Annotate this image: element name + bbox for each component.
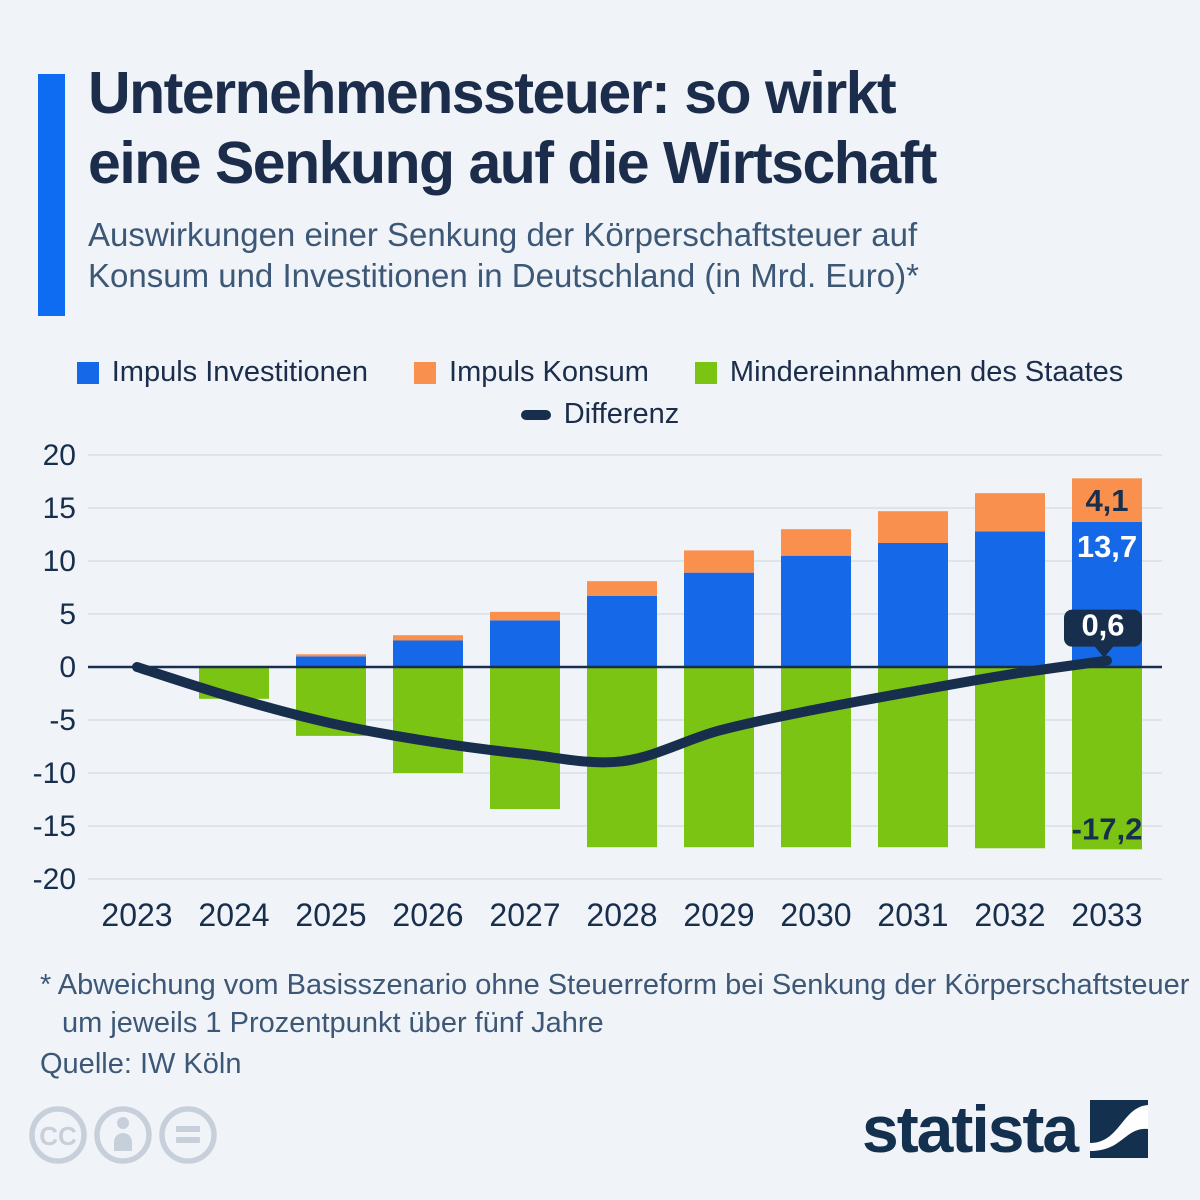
x-axis-label: 2033	[1071, 897, 1142, 933]
bar-konsum	[878, 511, 948, 543]
legend-row-1: Impuls Investitionen Impuls Konsum Minde…	[0, 356, 1200, 389]
bar-konsum	[393, 635, 463, 641]
bar-konsum	[975, 493, 1045, 532]
bar-investitionen	[393, 640, 463, 667]
bar-investitionen	[296, 656, 366, 667]
x-axis-label: 2025	[295, 897, 366, 933]
footnote: * Abweichung vom Basisszenario ohne Steu…	[40, 966, 1189, 1042]
bar-investitionen	[975, 531, 1045, 667]
statista-logo-text: statista	[862, 1092, 1079, 1166]
y-tick-label: -20	[33, 863, 76, 896]
statista-logo: statista	[862, 1092, 1149, 1166]
subtitle-line-1: Auswirkungen einer Senkung der Körpersch…	[88, 216, 918, 253]
bar-konsum	[296, 654, 366, 657]
license-icons: CC	[29, 1106, 217, 1164]
value-label-konsum: 4,1	[1085, 483, 1128, 518]
x-axis-label: 2029	[683, 897, 754, 933]
bar-konsum	[490, 611, 560, 621]
subtitle-line-2: Konsum und Investitionen in Deutschland …	[88, 257, 919, 294]
legend-swatch-orange-icon	[414, 361, 437, 384]
differenz-line	[132, 655, 1112, 768]
value-label-differenz: 0,6	[1081, 608, 1124, 643]
title-line-2: eine Senkung auf die Wirtschaft	[88, 130, 937, 196]
y-tick-label: -5	[49, 704, 76, 737]
legend-label: Impuls Konsum	[449, 356, 649, 388]
subtitle: Auswirkungen einer Senkung der Körpersch…	[88, 214, 936, 296]
bar-konsum	[684, 550, 754, 573]
bar-investitionen	[878, 542, 948, 667]
bar-investitionen	[490, 620, 560, 667]
bar-konsum	[1072, 478, 1142, 522]
legend-item-konsum: Impuls Konsum	[414, 356, 649, 389]
bar-mindereinnahmen	[975, 667, 1045, 849]
bar-investitionen	[587, 595, 657, 667]
y-tick-label: 0	[59, 651, 76, 684]
legend: Impuls Investitionen Impuls Konsum Minde…	[0, 356, 1200, 431]
legend-dash-icon	[520, 409, 551, 420]
bar-investitionen	[781, 555, 851, 667]
footnote-line-1: * Abweichung vom Basisszenario ohne Steu…	[40, 969, 1190, 1001]
cc-icon: CC	[29, 1106, 87, 1164]
legend-label: Differenz	[563, 398, 680, 430]
legend-item-mindereinnahmen: Mindereinnahmen des Staates	[694, 356, 1124, 389]
bar-investitionen	[684, 572, 754, 667]
cc-by-icon	[94, 1106, 152, 1164]
y-tick-label: -10	[33, 757, 76, 790]
legend-item-investitionen: Impuls Investitionen	[76, 356, 369, 389]
bar-konsum	[587, 581, 657, 596]
page-title: Unternehmenssteuer: so wirkt eine Senkun…	[88, 58, 937, 198]
bar-mindereinnahmen	[684, 667, 754, 848]
source-text: Quelle: IW Köln	[40, 1048, 242, 1080]
footnote-line-2: um jeweils 1 Prozentpunkt über fünf Jahr…	[62, 1007, 604, 1039]
differenz-tooltip: 0,6	[1064, 608, 1142, 658]
title-line-1: Unternehmenssteuer: so wirkt	[88, 60, 897, 126]
bar-mindereinnahmen	[1072, 667, 1142, 850]
value-label-invest: 13,7	[1077, 529, 1137, 564]
y-tick-label: 10	[43, 545, 76, 578]
bar-mindereinnahmen	[781, 667, 851, 848]
y-tick-label: 5	[59, 598, 76, 631]
legend-item-differenz: Differenz	[520, 398, 680, 431]
svg-text:CC: CC	[39, 1121, 77, 1151]
x-axis-label: 2028	[586, 897, 657, 933]
x-axis-label: 2032	[974, 897, 1045, 933]
y-tick-label: -15	[33, 810, 76, 843]
x-axis-label: 2023	[101, 897, 172, 933]
x-axis-label: 2026	[392, 897, 463, 933]
x-axis-label: 2030	[780, 897, 851, 933]
legend-swatch-blue-icon	[76, 361, 99, 384]
header: Unternehmenssteuer: so wirkt eine Senkun…	[88, 58, 937, 296]
cc-nd-icon	[159, 1106, 217, 1164]
legend-swatch-green-icon	[694, 361, 717, 384]
legend-label: Impuls Investitionen	[111, 356, 369, 388]
title-accent-bar	[38, 74, 65, 316]
bar-mindereinnahmen	[393, 667, 463, 773]
y-tick-label: 15	[43, 492, 76, 525]
chart: 20 15 10 5 0 -5 -10 -15 -20 2023 2024 2025 2026 2027 2…	[33, 440, 1162, 933]
statista-logo-mark	[1090, 1100, 1149, 1158]
y-tick-label: 20	[43, 440, 76, 472]
bar-konsum	[781, 529, 851, 556]
bar-mindereinnahmen	[490, 667, 560, 810]
x-axis-label: 2027	[489, 897, 560, 933]
value-label-minder: -17,2	[1072, 811, 1143, 846]
x-axis-label: 2024	[198, 897, 269, 933]
x-axis-label: 2031	[877, 897, 948, 933]
legend-label: Mindereinnahmen des Staates	[729, 356, 1124, 388]
legend-row-2: Differenz	[0, 398, 1200, 431]
